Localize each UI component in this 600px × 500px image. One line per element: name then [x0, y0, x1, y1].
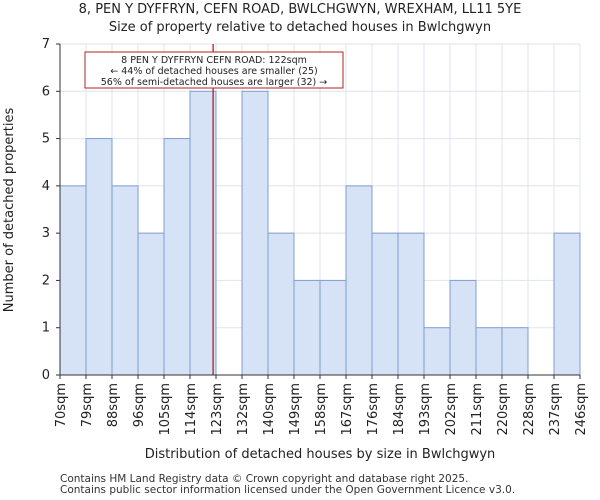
y-tick-label: 1: [42, 321, 50, 336]
bar-132sqm: [241, 90, 269, 376]
bar-149sqm: [293, 279, 321, 376]
x-tick-label: 96sqm: [132, 383, 147, 427]
x-tick-label: 105sqm: [158, 383, 173, 436]
bar-237sqm: [553, 232, 581, 376]
x-tick-label: 246sqm: [574, 383, 589, 436]
chart-subtitle: Size of property relative to detached ho…: [108, 20, 492, 35]
annotation-line-1: 8 PEN Y DYFFRYN CEFN ROAD: 122sqm: [121, 55, 307, 66]
x-tick-label: 132sqm: [236, 383, 251, 436]
annotation-line-3: 56% of semi-detached houses are larger (…: [101, 77, 328, 88]
footer-line-1: Contains HM Land Registry data © Crown c…: [60, 473, 469, 485]
x-tick-label: 193sqm: [418, 383, 433, 436]
x-axis-label: Distribution of detached houses by size …: [145, 447, 496, 462]
y-tick-label: 5: [42, 132, 50, 147]
x-tick-label: 202sqm: [444, 383, 459, 436]
y-tick-label: 4: [42, 179, 50, 194]
annotation-line-2: ← 44% of detached houses are smaller (25…: [110, 66, 317, 77]
marker-annotation: 8 PEN Y DYFFRYN CEFN ROAD: 122sqm← 44% o…: [84, 51, 344, 89]
annotation-box: [84, 51, 344, 89]
x-tick-label: 123sqm: [210, 383, 225, 436]
y-tick-label: 6: [42, 84, 50, 99]
bar-79sqm: [85, 138, 113, 376]
x-tick-label: 88sqm: [106, 383, 121, 427]
x-tick-label: 184sqm: [392, 383, 407, 436]
x-tick-label: 149sqm: [288, 383, 303, 436]
footer-line-2: Contains public sector information licen…: [60, 484, 516, 496]
y-tick-label: 2: [42, 273, 50, 288]
bar-167sqm: [345, 185, 373, 376]
x-tick-label: 220sqm: [496, 383, 511, 436]
x-tick-label: 176sqm: [366, 383, 381, 436]
bar-70sqm: [59, 185, 87, 376]
bar-202sqm: [449, 279, 477, 376]
bars: [59, 90, 581, 376]
bar-211sqm: [475, 327, 503, 376]
bar-193sqm: [423, 327, 451, 376]
x-tick-label: 237sqm: [548, 383, 563, 436]
bar-184sqm: [397, 232, 425, 376]
bar-114sqm: [189, 90, 217, 376]
x-tick-label: 228sqm: [522, 383, 537, 436]
chart-title: 8, PEN Y DYFFRYN, CEFN ROAD, BWLCHGWYN, …: [78, 2, 522, 17]
x-tick-label: 79sqm: [80, 383, 95, 427]
y-axis-label: Number of detached properties: [2, 108, 17, 313]
x-tick-label: 158sqm: [314, 383, 329, 436]
x-tick-label: 211sqm: [470, 383, 485, 436]
bar-96sqm: [137, 232, 165, 376]
x-tick-label: 140sqm: [262, 383, 277, 436]
y-tick-label: 3: [42, 226, 50, 241]
bar-176sqm: [371, 232, 399, 376]
bar-220sqm: [501, 327, 529, 376]
y-tick-label: 7: [42, 37, 50, 52]
tick-labels: 0 1 2 3 4 5 6 7 70sqm 79sqm 88sqm 96sqm 105sqm 114sqm…: [42, 37, 589, 436]
x-tick-label: 167sqm: [340, 383, 355, 436]
x-tick-label: 70sqm: [54, 383, 69, 427]
bar-158sqm: [319, 279, 347, 376]
x-tick-label: 114sqm: [184, 383, 199, 436]
bar-88sqm: [111, 185, 139, 376]
y-tick-label: 0: [42, 368, 50, 383]
bar-140sqm: [267, 232, 295, 376]
axes: [56, 43, 581, 379]
bar-105sqm: [163, 138, 191, 376]
